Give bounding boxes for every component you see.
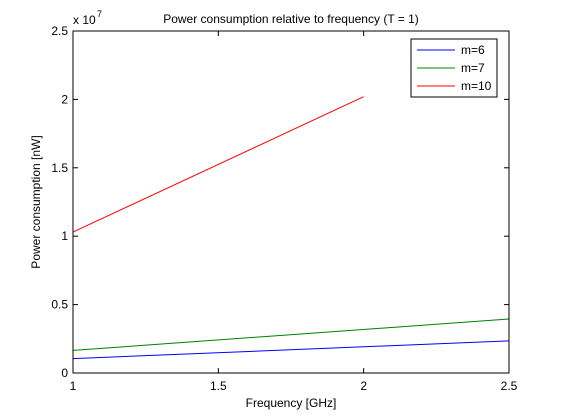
series-line-m-10 [72,96,364,233]
x-axis-title: Frequency [GHz] [246,396,337,410]
legend: m=6 m=7 m=10 [410,38,498,98]
plot-area-frame [72,30,510,374]
y-exponent-power: 7 [97,9,102,19]
x-tick-label: 1 [70,379,77,393]
y-tick-label: 1 [61,229,68,243]
series-line-m-6 [72,340,510,360]
x-tick-label: 2 [360,379,367,393]
legend-label-m-6: m=6 [461,43,485,57]
x-tick-label: 1.5 [210,379,227,393]
legend-label-m-10: m=10 [461,79,492,93]
legend-label-m-7: m=7 [461,61,485,75]
y-axis-title: Power consumption [nW] [29,135,43,268]
chart-title: Power consumption relative to frequency … [163,12,419,26]
y-tick-label: 0 [61,366,68,380]
y-tick-label: 2 [61,92,68,106]
y-tick-label: 2.5 [51,24,68,38]
y-tick-label: 0.5 [51,298,68,312]
series-line-m-7 [72,318,510,351]
y-tick-label: 1.5 [51,161,68,175]
y-exponent-base: x 10 [73,13,96,27]
x-tick-label: 2.5 [501,379,518,393]
